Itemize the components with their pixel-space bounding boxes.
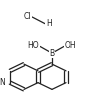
Text: Cl: Cl (24, 12, 31, 21)
Text: OH: OH (65, 41, 77, 50)
Text: HO: HO (27, 41, 39, 50)
Text: B: B (49, 49, 55, 58)
Text: H: H (46, 19, 52, 28)
Text: N: N (0, 78, 5, 87)
